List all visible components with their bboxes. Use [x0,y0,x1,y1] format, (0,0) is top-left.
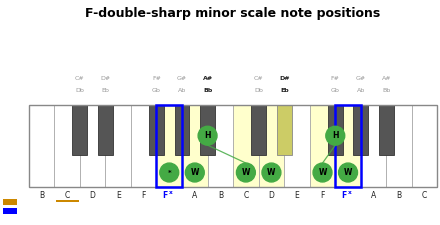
Text: G#: G# [356,76,366,81]
Text: B: B [39,191,44,200]
Bar [73,105,87,155]
Bar [251,105,266,155]
Text: A#: A# [202,76,213,81]
Circle shape [236,163,255,182]
Text: B: B [218,191,223,200]
Bar [310,105,335,187]
Text: A: A [192,191,198,200]
Bar [54,105,80,187]
Text: F: F [320,191,325,200]
Circle shape [262,163,281,182]
Text: A: A [371,191,376,200]
Bar [386,105,412,187]
Text: E: E [295,191,299,200]
Text: *: * [168,169,171,176]
Bar [412,105,437,187]
Text: Db: Db [75,88,84,93]
Circle shape [160,163,179,182]
Text: Bb: Bb [382,88,390,93]
Text: W: W [267,168,275,177]
Text: F#: F# [331,76,340,81]
Text: Eb: Eb [102,88,110,93]
Text: Bb: Bb [203,88,212,93]
Text: C#: C# [75,76,84,81]
Text: basicmusictheory.com: basicmusictheory.com [7,79,12,137]
Bar [55,200,79,202]
Bar [233,105,259,187]
Bar [29,105,54,187]
Text: Ab: Ab [357,88,365,93]
Bar [259,105,284,187]
Bar [182,105,208,187]
Text: D: D [268,191,275,200]
Text: Eb: Eb [280,88,289,93]
Circle shape [198,126,217,145]
Text: G#: G# [177,76,187,81]
Bar [353,105,368,155]
Text: x: x [348,190,352,195]
Text: E: E [116,191,121,200]
Bar [80,105,106,187]
Circle shape [339,163,358,182]
Bar [335,105,361,187]
Text: H: H [332,131,338,140]
Text: H: H [204,131,211,140]
Bar [29,105,437,187]
Bar [277,105,292,155]
Text: B: B [396,191,402,200]
Bar [335,105,361,187]
Text: Gb: Gb [152,88,161,93]
Text: Ab: Ab [178,88,186,93]
Bar [157,105,182,187]
Text: W: W [318,168,326,177]
Text: x: x [169,190,173,195]
Text: C#: C# [254,76,264,81]
Bar [157,105,182,187]
Bar [200,105,215,155]
Bar [284,105,310,187]
Bar [149,105,164,155]
Text: F: F [341,191,347,200]
Text: D#: D# [279,76,290,81]
Text: W: W [344,168,352,177]
Text: Db: Db [254,88,263,93]
Text: F: F [163,191,168,200]
Text: C: C [243,191,249,200]
Text: A#: A# [381,76,391,81]
Circle shape [185,163,204,182]
Bar [3,199,17,205]
Text: Gb: Gb [331,88,340,93]
Bar [361,105,386,187]
Text: F-double-sharp minor scale note positions: F-double-sharp minor scale note position… [85,7,381,20]
Bar [106,105,131,187]
Text: D#: D# [100,76,110,81]
Text: W: W [242,168,250,177]
Text: C: C [65,191,70,200]
Circle shape [313,163,332,182]
Bar [328,105,343,155]
Text: F: F [142,191,146,200]
Bar [98,105,113,155]
Text: C: C [422,191,427,200]
Bar [379,105,394,155]
Bar [131,105,157,187]
Bar [208,105,233,187]
Circle shape [326,126,345,145]
Bar [3,208,17,214]
Text: D: D [90,191,95,200]
Bar [175,105,190,155]
Text: F#: F# [152,76,161,81]
Text: W: W [191,168,199,177]
